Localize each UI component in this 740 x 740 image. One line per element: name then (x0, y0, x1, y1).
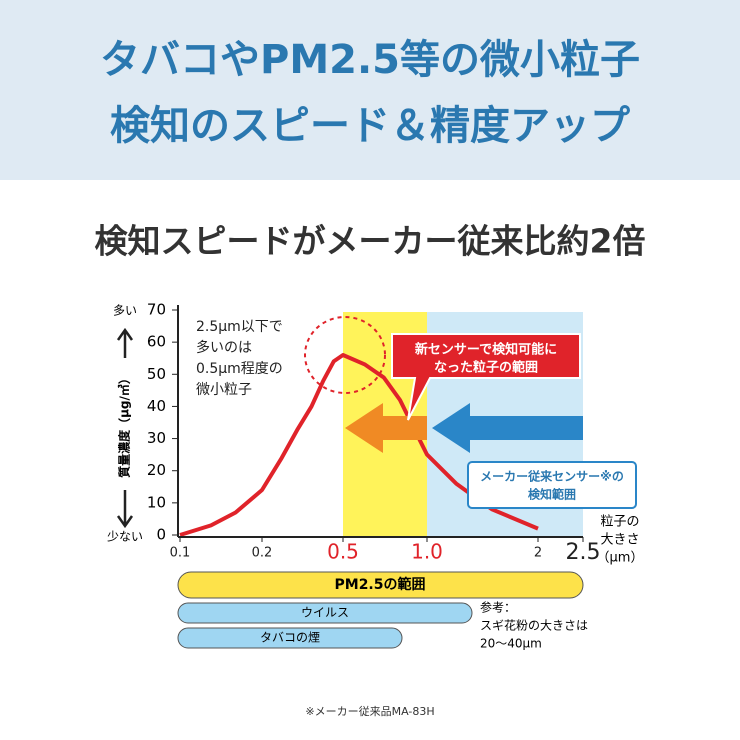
old-range-label: 検知範囲 (528, 487, 576, 502)
up-arrow (116, 327, 134, 358)
x-tick-label: 2 (534, 546, 542, 561)
x-axis-title: （μm） (597, 551, 644, 566)
footnote: ※メーカー従来品MA-83H (305, 705, 434, 718)
y-axis-title: 質量濃度（μg/㎥） (117, 372, 132, 478)
x-axis-title: 大きさ (600, 533, 639, 548)
virus-range (177, 602, 473, 624)
y-tick-label: 50 (147, 365, 166, 383)
headline: 検知スピードがメーカー従来比約2倍 (95, 222, 646, 261)
header-line: 検知のスピード＆精度アップ (110, 103, 630, 149)
header-line: タバコやPM2.5等の微小粒子 (100, 37, 640, 83)
y-tick-label: 30 (147, 429, 166, 447)
note: 2.5μm以下で (196, 319, 283, 335)
note: 0.5μm程度の (196, 361, 283, 377)
y-tick-label: 10 (147, 493, 166, 511)
new-range-callout (391, 333, 581, 421)
old-range-arrow (432, 403, 583, 453)
range-label: タバコの煙 (260, 631, 320, 645)
x-tick-label: 0.5 (327, 540, 359, 564)
x-tick-label: 1.0 (411, 540, 443, 564)
note: 微小粒子 (196, 382, 252, 398)
highlight-circle (304, 316, 386, 394)
x-axis-title: 粒子の (600, 515, 639, 530)
old-range-box (467, 461, 637, 509)
new-range-arrow (345, 403, 427, 453)
range-label: PM2.5の範囲 (335, 576, 426, 593)
range-label: ウイルス (301, 606, 349, 620)
x-tick-label: 2.5 (566, 540, 601, 565)
new-range-label: なった粒子の範囲 (434, 360, 538, 376)
y-tick-label: 70 (147, 301, 166, 319)
reference: スギ花粉の大きさは (480, 618, 588, 633)
header-bg (0, 0, 740, 180)
y-tick-label: 0 (156, 526, 166, 544)
y-tick-label: 40 (147, 397, 166, 415)
down-arrow (116, 490, 134, 529)
reference: 20〜40μm (480, 637, 542, 651)
reference: 参考： (480, 600, 516, 615)
concentration-curve (179, 353, 539, 537)
x-tick-label: 0.1 (170, 546, 191, 561)
old-range-label: メーカー従来センサー※の (480, 469, 624, 484)
y-tick-label: 60 (147, 333, 166, 351)
y-bottom-label: 少ない (107, 530, 143, 544)
note: 多いのは (196, 339, 252, 356)
y-tick-label: 20 (147, 461, 166, 479)
y-top-label: 多い (113, 304, 137, 318)
x-tick-label: 0.2 (252, 546, 273, 561)
new-range-label: 新センサーで検知可能に (415, 342, 557, 358)
pm25-range (177, 571, 584, 599)
tobacco-range (177, 627, 403, 649)
